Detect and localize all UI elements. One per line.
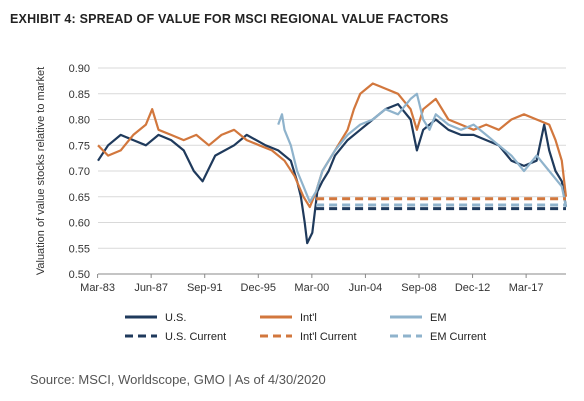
x-tick-label: Mar-00 xyxy=(294,282,329,294)
y-axis-label: Valuation of value stocks relative to ma… xyxy=(35,67,47,275)
y-tick-label: 0.60 xyxy=(69,218,90,230)
x-tick-label: Mar-83 xyxy=(80,282,115,294)
legend-label: EM xyxy=(430,312,447,324)
legend-label: U.S. xyxy=(165,312,186,324)
legend-label: Int'l xyxy=(300,312,317,324)
y-tick-label: 0.50 xyxy=(69,269,90,281)
chart-title: EXHIBIT 4: SPREAD OF VALUE FOR MSCI REGI… xyxy=(10,12,449,26)
y-tick-label: 0.70 xyxy=(69,166,90,178)
x-tick-label: Dec-12 xyxy=(455,282,490,294)
series-line-int-l xyxy=(97,82,568,209)
series-line-em xyxy=(277,92,568,208)
y-tick-label: 0.55 xyxy=(69,243,90,255)
x-tick-label: Jun-04 xyxy=(349,282,383,294)
y-tick-label: 0.85 xyxy=(69,89,90,101)
legend-label: EM Current xyxy=(430,331,486,343)
grid xyxy=(98,67,566,249)
x-tick-label: Sep-91 xyxy=(187,282,222,294)
line-chart: 0.50 0.55 0.60 0.65 0.70 0.75 0.80 0.85 0.90 Mar-… xyxy=(35,63,568,343)
axes: 0.50 0.55 0.60 0.65 0.70 0.75 0.80 0.85 0.90 Mar-… xyxy=(69,63,566,294)
source-note: Source: MSCI, Worldscope, GMO | As of 4/… xyxy=(30,372,326,387)
series-lines xyxy=(97,82,568,245)
x-tick-label: Jun-87 xyxy=(134,282,168,294)
x-tick-label: Sep-08 xyxy=(401,282,436,294)
legend-label: Int'l Current xyxy=(300,331,357,343)
y-tick-label: 0.65 xyxy=(69,192,90,204)
x-tick-label: Mar-17 xyxy=(509,282,544,294)
y-tick-label: 0.80 xyxy=(69,115,90,127)
legend-label: U.S. Current xyxy=(165,331,226,343)
y-tick-label: 0.75 xyxy=(69,140,90,152)
y-tick-label: 0.90 xyxy=(69,63,90,75)
x-tick-label: Dec-95 xyxy=(241,282,276,294)
legend: U.S. Int'l EM U.S. Current Int'l Current EM C… xyxy=(125,312,486,343)
series-line-u-s- xyxy=(97,102,568,245)
